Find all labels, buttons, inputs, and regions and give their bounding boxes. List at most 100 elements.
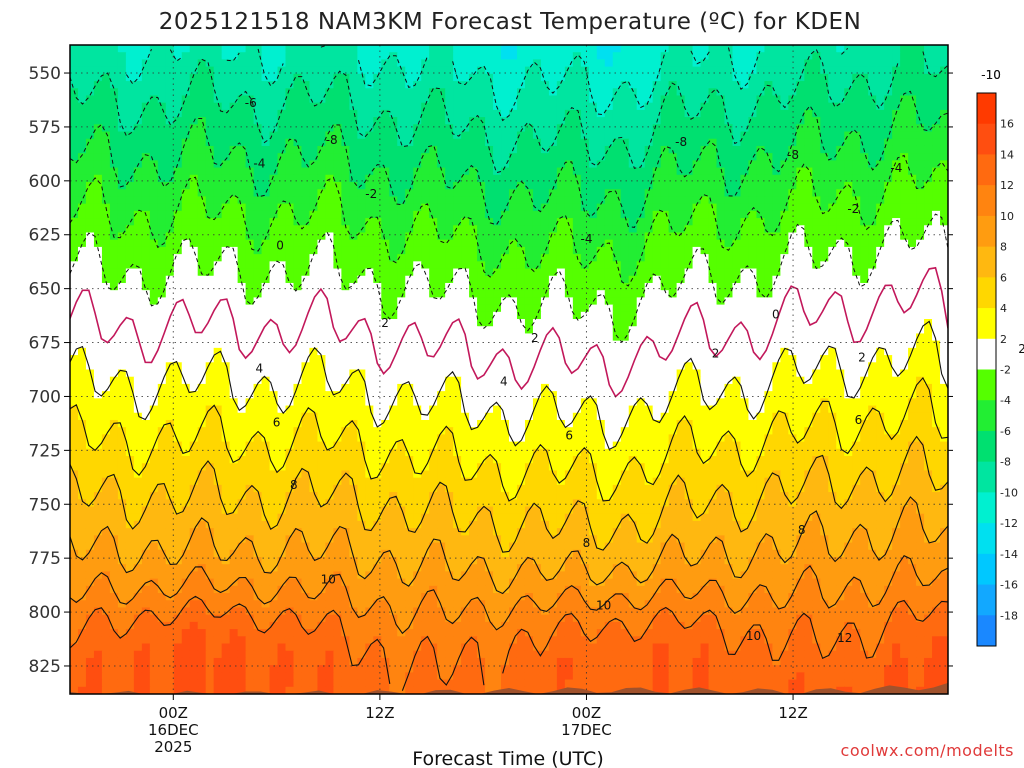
field-cell <box>780 167 789 176</box>
field-cell <box>133 167 143 176</box>
field-cell <box>109 153 119 161</box>
field-cell <box>453 145 462 154</box>
field-cell <box>940 268 948 277</box>
field-cell <box>588 81 598 89</box>
field-cell <box>389 182 398 190</box>
field-cell <box>237 45 247 53</box>
field-cell <box>828 189 837 198</box>
field-cell <box>660 218 670 226</box>
field-cell <box>445 160 454 169</box>
field-cell <box>373 340 382 349</box>
field-cell <box>477 145 486 154</box>
field-cell <box>652 218 662 226</box>
field-cell <box>900 225 909 234</box>
field-cell <box>293 333 303 342</box>
field-cell <box>389 268 398 277</box>
field-cell <box>237 189 247 198</box>
field-cell <box>588 174 598 183</box>
field-cell <box>652 124 662 133</box>
field-cell <box>109 362 119 371</box>
field-cell <box>788 225 797 234</box>
field-cell <box>437 153 446 161</box>
field-cell <box>852 311 861 320</box>
field-cell <box>77 218 87 226</box>
field-cell <box>748 282 758 291</box>
field-cell <box>437 282 446 291</box>
field-cell <box>77 160 87 169</box>
field-cell <box>924 131 933 140</box>
field-cell <box>389 189 398 198</box>
field-cell <box>836 189 845 198</box>
field-cell <box>524 319 534 327</box>
field-cell <box>852 59 861 68</box>
field-cell <box>876 225 885 234</box>
field-cell <box>429 333 438 342</box>
field-cell <box>828 319 837 327</box>
field-cell <box>524 340 534 349</box>
field-cell <box>796 66 805 75</box>
field-cell <box>85 225 95 234</box>
field-cell <box>157 282 167 291</box>
field-cell <box>748 210 758 219</box>
field-cell <box>413 282 422 291</box>
field-cell <box>620 81 630 89</box>
field-cell <box>493 246 502 255</box>
field-cell <box>173 117 183 125</box>
field-cell <box>596 66 606 75</box>
field-cell <box>924 95 933 104</box>
field-cell <box>892 160 901 169</box>
field-cell <box>125 138 135 147</box>
field-cell <box>77 282 87 291</box>
field-cell <box>580 124 590 133</box>
field-cell <box>540 88 550 97</box>
field-cell <box>485 167 494 176</box>
field-cell <box>780 362 789 371</box>
field-cell <box>325 167 334 176</box>
field-cell <box>325 333 334 342</box>
field-cell <box>421 81 430 89</box>
field-cell <box>485 73 494 82</box>
field-cell <box>405 311 414 320</box>
field-cell <box>932 109 941 118</box>
field-cell <box>732 232 742 241</box>
field-cell <box>836 45 845 53</box>
field-cell <box>85 117 95 125</box>
field-cell <box>469 174 478 183</box>
field-cell <box>493 124 502 133</box>
field-cell <box>940 145 948 154</box>
field-cell <box>916 232 925 241</box>
field-cell <box>93 131 103 140</box>
field-cell <box>277 319 287 327</box>
field-cell <box>684 124 694 133</box>
field-cell <box>684 117 694 125</box>
field-cell <box>700 347 710 356</box>
field-cell <box>309 311 319 320</box>
field-cell <box>445 81 454 89</box>
field-cell <box>365 88 374 97</box>
field-cell <box>453 210 462 219</box>
field-cell <box>317 167 327 176</box>
field-cell <box>453 196 462 205</box>
field-cell <box>485 225 494 234</box>
field-cell <box>493 131 502 140</box>
field-cell <box>317 102 327 111</box>
field-cell <box>469 232 478 241</box>
field-cell <box>812 239 821 248</box>
field-cell <box>157 131 167 140</box>
field-cell <box>604 160 614 169</box>
field-cell <box>756 203 766 212</box>
field-cell <box>620 246 630 255</box>
field-cell <box>341 182 350 190</box>
field-cell <box>684 102 694 111</box>
field-cell <box>652 88 662 97</box>
field-cell <box>117 225 127 234</box>
field-cell <box>820 268 829 277</box>
field-cell <box>548 297 558 306</box>
field-cell <box>205 232 215 241</box>
field-cell <box>620 160 630 169</box>
field-cell <box>509 326 518 335</box>
field-cell <box>301 167 311 176</box>
field-cell <box>197 355 207 363</box>
field-cell <box>349 275 358 284</box>
field-cell <box>852 355 861 363</box>
